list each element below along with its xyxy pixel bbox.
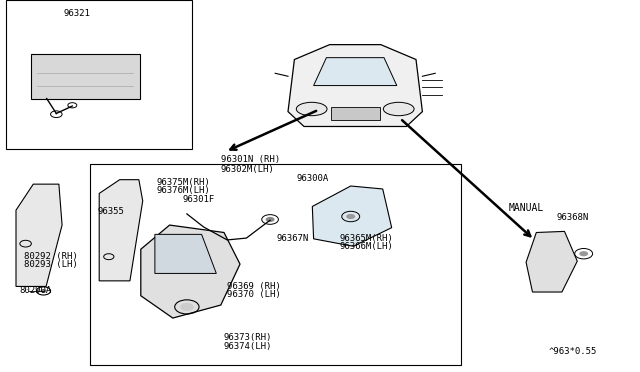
Text: MANUAL: MANUAL (509, 203, 544, 213)
Text: 96366M(LH): 96366M(LH) (339, 242, 393, 251)
Text: ^963*0.55: ^963*0.55 (549, 347, 598, 356)
Polygon shape (526, 231, 577, 292)
Bar (90, 164, 461, 365)
Text: 96374(LH): 96374(LH) (224, 342, 273, 351)
Text: 96302M(LH): 96302M(LH) (221, 165, 275, 174)
Polygon shape (141, 225, 240, 318)
Ellipse shape (383, 102, 414, 116)
Text: 96301F: 96301F (182, 195, 214, 204)
Circle shape (180, 303, 193, 311)
Text: 96365M(RH): 96365M(RH) (339, 234, 393, 243)
Polygon shape (312, 186, 392, 246)
Text: 96375M(RH): 96375M(RH) (157, 178, 211, 187)
Bar (6, 0, 192, 149)
Polygon shape (16, 184, 62, 286)
Circle shape (346, 214, 355, 219)
Polygon shape (155, 234, 216, 273)
Text: 96369 (RH): 96369 (RH) (227, 282, 281, 291)
Polygon shape (288, 45, 422, 126)
Text: 96300A: 96300A (296, 174, 328, 183)
Polygon shape (31, 54, 140, 99)
Text: 80293 (LH): 80293 (LH) (24, 260, 78, 269)
Polygon shape (99, 180, 143, 281)
Text: 80292 (RH): 80292 (RH) (24, 252, 78, 261)
Polygon shape (314, 58, 397, 86)
Text: 96321: 96321 (64, 9, 91, 18)
Text: 96355: 96355 (97, 207, 124, 216)
Text: 96370 (LH): 96370 (LH) (227, 290, 281, 299)
Text: 96367N: 96367N (276, 234, 308, 243)
Text: 96376M(LH): 96376M(LH) (157, 186, 211, 195)
Text: 96373(RH): 96373(RH) (224, 333, 273, 342)
Ellipse shape (296, 102, 327, 116)
Text: 96301N (RH): 96301N (RH) (221, 155, 280, 164)
Text: 96368N: 96368N (557, 213, 589, 222)
Bar (331, 107, 380, 120)
Circle shape (266, 217, 275, 222)
Circle shape (40, 289, 47, 293)
Circle shape (579, 251, 588, 256)
Text: 80290A: 80290A (19, 286, 51, 295)
